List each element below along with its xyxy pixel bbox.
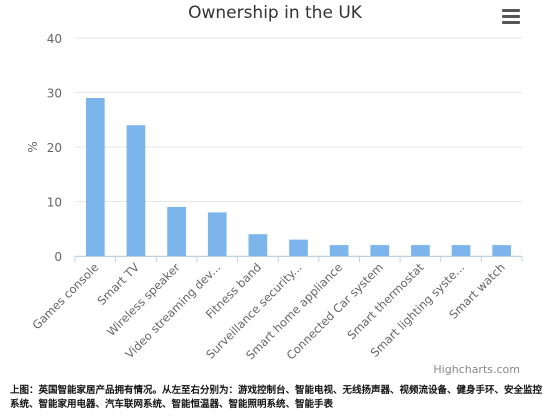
y-tick-label: 0 <box>54 250 62 264</box>
y-tick-label: 10 <box>47 196 62 210</box>
bar[interactable] <box>126 125 146 256</box>
bar[interactable] <box>492 245 512 256</box>
bar[interactable] <box>85 97 105 256</box>
bar[interactable] <box>451 245 471 256</box>
y-tick-label: 20 <box>47 141 62 155</box>
x-tick-label: Wireless speaker <box>104 260 183 339</box>
y-axis-label: % <box>26 141 40 152</box>
x-tick-label: Games console <box>29 260 101 332</box>
x-axis-ticks <box>74 256 523 262</box>
bar[interactable] <box>289 239 308 256</box>
bar[interactable] <box>248 234 268 256</box>
menu-icon <box>502 9 520 12</box>
y-tick-label: 30 <box>47 87 62 101</box>
bar[interactable] <box>370 245 390 256</box>
bar[interactable] <box>167 206 186 256</box>
bar[interactable] <box>207 212 227 256</box>
y-tick-label: 40 <box>47 32 62 46</box>
chart-title: Ownership in the UK <box>188 3 363 23</box>
x-tick-label: Smart thermostat <box>344 260 426 342</box>
bar-chart: Ownership in the UK 0 10 20 30 40 % Games co… <box>26 3 523 376</box>
y-axis-ticks: 0 10 20 30 40 <box>47 32 62 264</box>
bar[interactable] <box>329 245 349 256</box>
bar[interactable] <box>411 245 430 256</box>
bars <box>85 97 512 256</box>
chart-menu-button[interactable] <box>500 6 522 24</box>
credits[interactable]: Highcharts.com <box>433 363 520 376</box>
image-caption: 上图：英国智能家居产品拥有情况。从左至右分别为：游戏控制台、智能电视、无线扬声器… <box>10 385 543 410</box>
